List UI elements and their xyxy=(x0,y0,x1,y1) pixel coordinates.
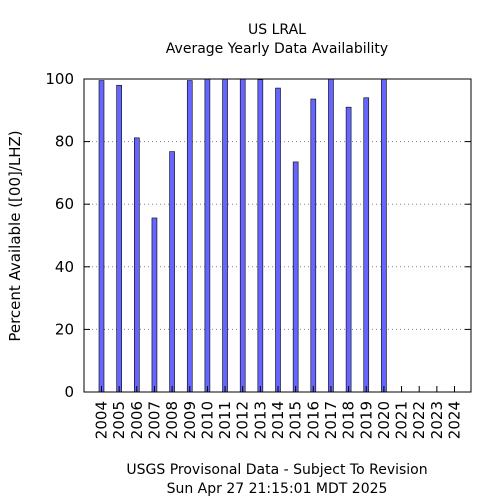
bar-2005 xyxy=(116,84,122,393)
bar-2013 xyxy=(257,79,264,393)
bar-2012 xyxy=(239,78,246,393)
x-tick-label: 2017 xyxy=(322,401,340,439)
x-tick-label: 2018 xyxy=(340,401,358,439)
x-axis-ticks: 2004 2005 2006 2007 2008 2009 2010 2011 2012 2013… xyxy=(93,386,464,439)
bar-2020 xyxy=(381,78,387,393)
bar-2006 xyxy=(134,137,140,393)
x-tick-label: 2006 xyxy=(128,401,146,439)
bar-2014 xyxy=(275,87,281,393)
bar-2016 xyxy=(310,98,317,393)
x-tick-label: 2020 xyxy=(375,401,393,439)
bar-2007 xyxy=(151,217,158,393)
y-tick-label: 60 xyxy=(55,195,74,213)
y-axis-label: Percent Available ([00]/LHZ) xyxy=(6,130,24,341)
x-tick-label: 2021 xyxy=(393,401,411,439)
y-tick-label: 80 xyxy=(55,133,74,151)
bar-2019 xyxy=(363,97,370,393)
x-tick-label: 2014 xyxy=(269,401,287,439)
bar-2017 xyxy=(328,78,334,393)
x-tick-label: 2022 xyxy=(410,401,428,439)
bar-2004 xyxy=(98,80,105,393)
y-tick-label: 40 xyxy=(55,258,74,276)
x-tick-label: 2015 xyxy=(287,401,305,439)
x-tick-label: 2005 xyxy=(110,401,128,439)
bar-2010 xyxy=(204,78,211,393)
x-tick-label: 2019 xyxy=(357,401,375,439)
x-tick-label: 2012 xyxy=(234,401,252,439)
bar-2009 xyxy=(186,80,193,393)
x-tick-label: 2024 xyxy=(446,401,464,439)
x-tick-label: 2010 xyxy=(198,401,216,439)
x-tick-label: 2004 xyxy=(93,401,111,439)
y-axis-ticks: 0 20 40 60 80 100 xyxy=(45,70,471,401)
bar-2018 xyxy=(345,106,352,393)
footer-disclaimer: USGS Provisonal Data - Subject To Revisi… xyxy=(126,462,427,478)
bar-2015 xyxy=(292,161,299,393)
x-tick-label: 2011 xyxy=(216,401,234,439)
y-tick-label: 20 xyxy=(55,320,74,338)
bar-2008 xyxy=(169,151,175,393)
x-tick-label: 2008 xyxy=(163,401,181,439)
footer-timestamp: Sun Apr 27 21:15:01 MDT 2025 xyxy=(167,481,388,497)
chart-subtitle: Average Yearly Data Availability xyxy=(166,41,388,57)
chart-title: US LRAL xyxy=(248,22,306,38)
x-tick-label: 2013 xyxy=(251,401,269,439)
y-tick-label: 100 xyxy=(45,70,74,88)
x-tick-label: 2016 xyxy=(304,401,322,439)
bars xyxy=(98,78,387,393)
x-tick-label: 2009 xyxy=(181,401,199,439)
x-tick-label: 2023 xyxy=(428,401,446,439)
y-tick-label: 0 xyxy=(64,383,74,401)
bar-2011 xyxy=(222,78,228,393)
x-tick-label: 2007 xyxy=(145,401,163,439)
